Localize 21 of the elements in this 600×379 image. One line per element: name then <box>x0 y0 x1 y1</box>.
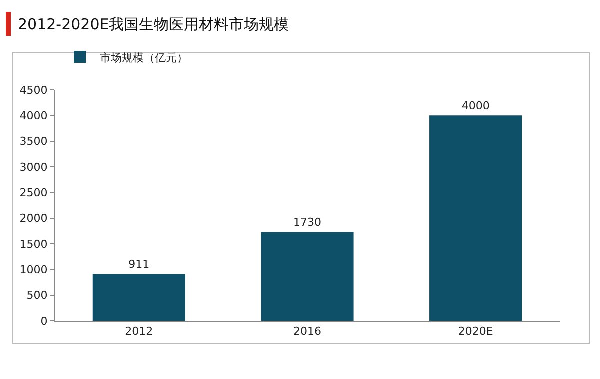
y-tick-label: 2000 <box>20 212 48 226</box>
y-tick-label: 500 <box>26 289 48 302</box>
data-label: 4000 <box>462 100 490 113</box>
x-tick-label: 2016 <box>294 325 322 338</box>
y-tick-label: 4500 <box>20 84 48 97</box>
data-label: 1730 <box>294 216 322 230</box>
data-label: 911 <box>128 258 150 272</box>
y-tick-label: 3500 <box>20 135 48 148</box>
x-tick-label: 2020E <box>458 325 494 338</box>
x-tick-label: 2012 <box>125 325 154 338</box>
y-tick-label: 0 <box>40 314 48 328</box>
legend-label: 市场规模（亿元） <box>100 51 188 64</box>
chart-title: 2012-2020E我国生物医用材料市场规模 <box>18 15 290 34</box>
y-tick-label: 2500 <box>20 186 48 200</box>
y-tick-label: 1000 <box>20 264 48 277</box>
bar <box>261 232 354 321</box>
y-tick-label: 1500 <box>20 238 48 251</box>
bar <box>430 116 522 321</box>
bar <box>92 274 186 321</box>
y-tick-label: 4000 <box>20 110 48 123</box>
y-tick-label: 3000 <box>20 160 48 174</box>
